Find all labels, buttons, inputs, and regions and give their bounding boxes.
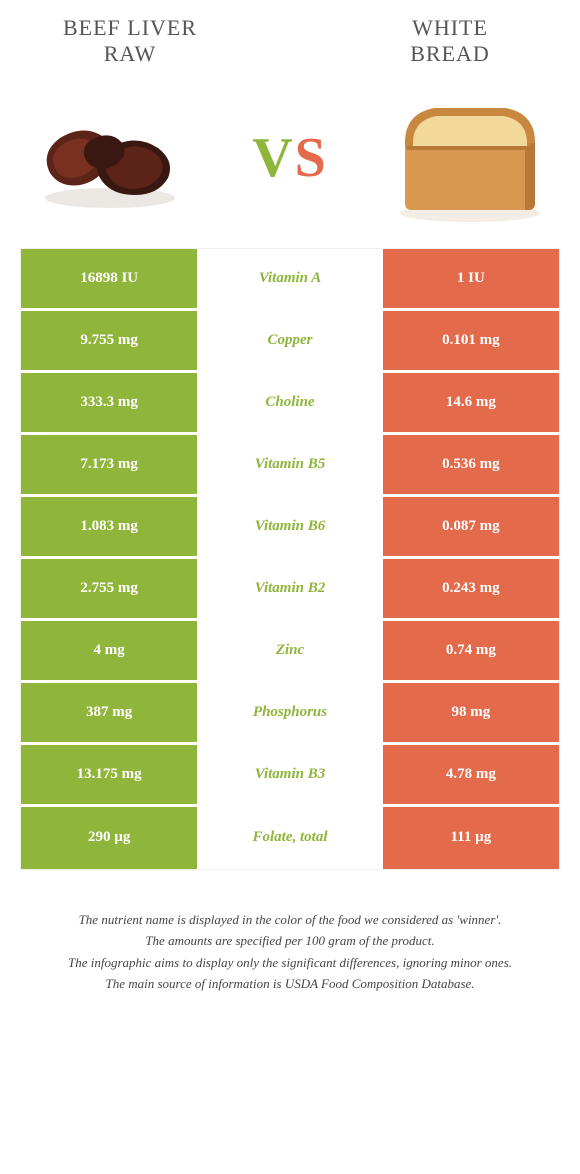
cell-left-value: 7.173 mg bbox=[21, 435, 200, 494]
images-row: VS bbox=[0, 78, 580, 248]
vs-label: VS bbox=[252, 126, 328, 190]
cell-right-value: 1 IU bbox=[380, 249, 559, 308]
cell-nutrient-name: Vitamin B5 bbox=[200, 435, 379, 494]
food-right-title: White Bread bbox=[350, 15, 550, 68]
cell-nutrient-name: Vitamin B3 bbox=[200, 745, 379, 804]
table-row: 9.755 mgCopper0.101 mg bbox=[21, 311, 559, 373]
header: Beef Liver Raw White Bread bbox=[0, 0, 580, 78]
liver-icon bbox=[30, 103, 190, 213]
cell-right-value: 98 mg bbox=[380, 683, 559, 742]
footer-line2: The amounts are specified per 100 gram o… bbox=[30, 931, 550, 951]
food-left-title-line2: Raw bbox=[104, 41, 157, 66]
cell-right-value: 0.101 mg bbox=[380, 311, 559, 370]
cell-left-value: 387 mg bbox=[21, 683, 200, 742]
cell-left-value: 9.755 mg bbox=[21, 311, 200, 370]
cell-right-value: 0.243 mg bbox=[380, 559, 559, 618]
table-row: 333.3 mgCholine14.6 mg bbox=[21, 373, 559, 435]
cell-right-value: 0.536 mg bbox=[380, 435, 559, 494]
cell-nutrient-name: Zinc bbox=[200, 621, 379, 680]
vs-s: S bbox=[295, 126, 328, 190]
cell-left-value: 13.175 mg bbox=[21, 745, 200, 804]
food-right-title-line2: Bread bbox=[410, 41, 490, 66]
table-row: 13.175 mgVitamin B34.78 mg bbox=[21, 745, 559, 807]
cell-nutrient-name: Phosphorus bbox=[200, 683, 379, 742]
food-right-image bbox=[380, 88, 560, 228]
table-row: 4 mgZinc0.74 mg bbox=[21, 621, 559, 683]
cell-left-value: 333.3 mg bbox=[21, 373, 200, 432]
cell-left-value: 4 mg bbox=[21, 621, 200, 680]
table-row: 16898 IUVitamin A1 IU bbox=[21, 249, 559, 311]
footer-line4: The main source of information is USDA F… bbox=[30, 974, 550, 994]
cell-nutrient-name: Folate, total bbox=[200, 807, 379, 869]
footer: The nutrient name is displayed in the co… bbox=[0, 870, 580, 1016]
cell-left-value: 1.083 mg bbox=[21, 497, 200, 556]
cell-left-value: 16898 IU bbox=[21, 249, 200, 308]
cell-nutrient-name: Copper bbox=[200, 311, 379, 370]
table-row: 2.755 mgVitamin B20.243 mg bbox=[21, 559, 559, 621]
table-row: 387 mgPhosphorus98 mg bbox=[21, 683, 559, 745]
nutrient-table: 16898 IUVitamin A1 IU9.755 mgCopper0.101… bbox=[20, 248, 560, 870]
cell-nutrient-name: Vitamin A bbox=[200, 249, 379, 308]
food-right-title-line1: White bbox=[412, 15, 488, 40]
cell-nutrient-name: Vitamin B2 bbox=[200, 559, 379, 618]
cell-right-value: 4.78 mg bbox=[380, 745, 559, 804]
cell-nutrient-name: Vitamin B6 bbox=[200, 497, 379, 556]
table-row: 7.173 mgVitamin B50.536 mg bbox=[21, 435, 559, 497]
cell-left-value: 2.755 mg bbox=[21, 559, 200, 618]
food-left-image bbox=[20, 88, 200, 228]
cell-right-value: 0.74 mg bbox=[380, 621, 559, 680]
cell-right-value: 0.087 mg bbox=[380, 497, 559, 556]
footer-line1: The nutrient name is displayed in the co… bbox=[30, 910, 550, 930]
cell-right-value: 14.6 mg bbox=[380, 373, 559, 432]
bread-icon bbox=[385, 88, 555, 228]
table-row: 290 µgFolate, total111 µg bbox=[21, 807, 559, 869]
food-left-title-line1: Beef Liver bbox=[63, 15, 197, 40]
cell-right-value: 111 µg bbox=[380, 807, 559, 869]
cell-left-value: 290 µg bbox=[21, 807, 200, 869]
cell-nutrient-name: Choline bbox=[200, 373, 379, 432]
food-left-title: Beef Liver Raw bbox=[30, 15, 230, 68]
footer-line3: The infographic aims to display only the… bbox=[30, 953, 550, 973]
vs-v: V bbox=[252, 126, 294, 190]
table-row: 1.083 mgVitamin B60.087 mg bbox=[21, 497, 559, 559]
